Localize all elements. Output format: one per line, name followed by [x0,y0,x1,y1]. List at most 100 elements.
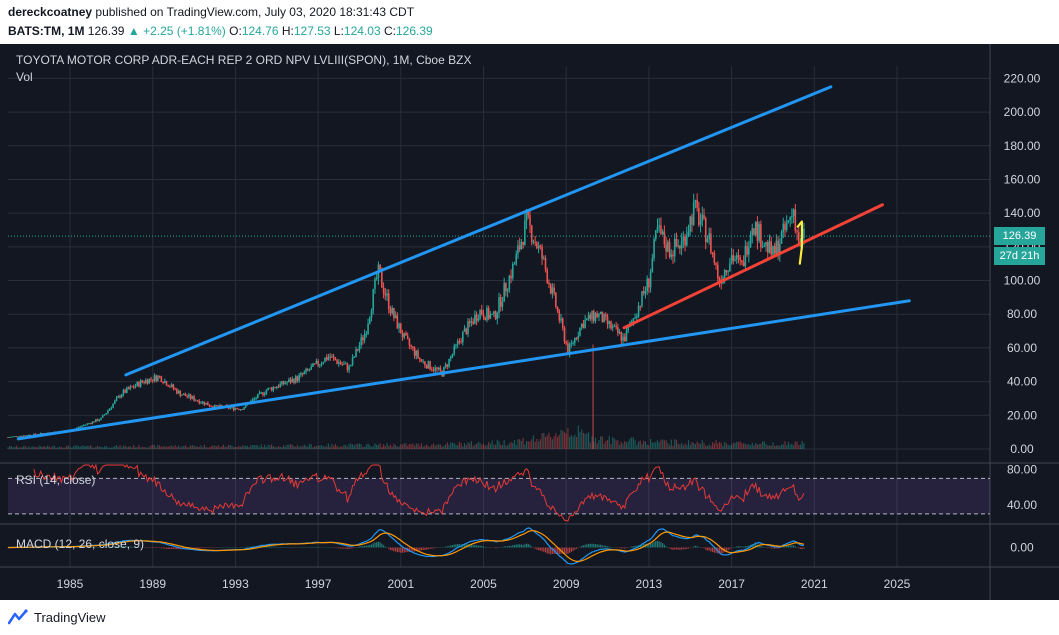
macd-histogram-bar [655,541,657,548]
macd-histogram-bar [558,547,560,555]
volume-bar [305,445,307,449]
macd-histogram-bar [631,546,633,548]
volume-bar [65,445,68,449]
candle-body [153,375,156,381]
macd-histogram-bar [314,546,316,548]
volume-bar [74,445,76,449]
candle-body [215,404,218,407]
macd-histogram-bar [594,544,597,548]
macd-histogram-bar [312,546,314,548]
volume-bar [238,445,240,449]
macd-histogram-bar [424,547,426,550]
volume-bar [24,445,26,449]
candle-body [20,436,23,437]
macd-histogram-bar [395,547,397,552]
candle-body [654,230,657,240]
volume-bar [389,444,392,449]
volume-bar [467,442,469,449]
candle-body [565,341,567,344]
macd-histogram-bar [415,547,417,551]
candle-body [524,220,526,245]
volume-bar [679,444,681,449]
macd-tick-label: 0.00 [1010,541,1034,555]
volume-bar [140,447,142,449]
volume-bar [460,443,462,449]
macd-histogram-bar [794,546,796,548]
candle-body [748,247,750,255]
candle-body [698,207,700,225]
volume-bar [696,441,698,449]
signal-line [8,530,805,563]
volume-bar [45,446,47,449]
chart-canvas[interactable]: 1985 1989 1993 1997 2001 2005 2009 2013 2017 2021… [0,44,1059,600]
volume-bar [10,446,13,449]
candle-body [606,316,609,324]
tradingview-logo[interactable]: TradingView [8,609,106,625]
candle-body [763,245,766,247]
macd-histogram-bar [443,546,445,548]
chart-area[interactable]: 1985 1989 1993 1997 2001 2005 2009 2013 2017 2021… [0,44,1059,600]
volume-bar [801,440,803,449]
volume-bar [508,443,510,449]
volume-bar [603,443,605,449]
macd-histogram-bar [494,547,497,549]
macd-histogram-bar [601,545,603,548]
candle-body [267,388,269,391]
macd-histogram-bar [636,545,638,548]
volume-bar [730,444,733,449]
macd-histogram-bar [727,547,729,551]
volume-bar [127,446,130,449]
ohlc-line: BATS:TM, 1M 126.39 ▲ +2.25 (+1.81%) O:12… [8,24,433,38]
macd-histogram-bar [705,547,707,550]
macd-histogram-bar [126,546,128,548]
y-tick-label: 0.00 [1010,442,1034,456]
candle-body [126,387,128,393]
candle-body [363,333,366,341]
candle-body [735,255,738,260]
volume-bar [760,443,762,449]
candle-body [699,221,702,225]
candle-body [358,345,361,351]
volume-bar [613,438,616,449]
macd-histogram-bar [422,547,424,551]
candle-body [165,381,168,386]
x-tick-label: 1993 [222,577,249,591]
volume-bar [90,445,92,449]
macd-histogram-bar [618,547,621,549]
candle-body [716,264,719,279]
volume-bar [658,442,660,449]
volume-bar [412,443,414,449]
volume-bar [295,446,297,449]
volume-bar [7,447,9,449]
volume-bar [684,443,686,449]
volume-bar [407,445,409,449]
candle-body [587,314,590,319]
volume-bar [674,439,676,449]
high-value: 127.53 [293,24,331,38]
candle-body [656,226,659,231]
volume-bar [248,447,250,449]
candle-body [381,272,383,288]
candle-body [103,414,106,416]
macd-histogram-bar [114,546,116,548]
macd-histogram-bar [155,547,157,549]
volume-bar [729,445,731,449]
macd-histogram-bar [338,547,340,549]
published-text: published on TradingView.com, July 03, 2… [95,5,415,19]
candle-body [324,357,326,363]
macd-histogram-bar [362,545,364,548]
macd-histogram-bar [486,546,488,548]
volume-bar [315,446,317,449]
candle-body [517,245,519,254]
volume-bar [369,445,371,449]
volume-bar [476,443,478,449]
macd-histogram-bar [525,543,528,548]
macd-histogram-bar [567,547,569,554]
publisher-name[interactable]: dereckcoatney [8,5,93,19]
macd-histogram-bar [620,547,622,549]
candle-body [572,343,574,344]
volume-bar [608,436,610,449]
candle-body [742,262,745,267]
volume-bar [706,445,709,449]
macd-histogram-bar [687,547,690,549]
